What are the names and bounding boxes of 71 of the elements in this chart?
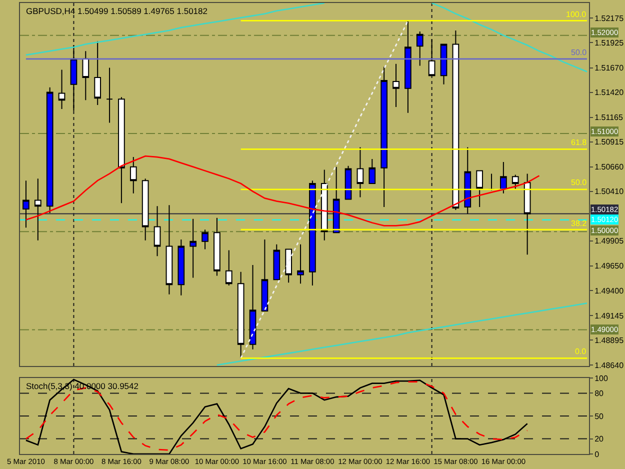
candlestick [428, 38, 436, 76]
series-label: 61.8 [571, 138, 588, 147]
chart-title: GBPUSD,H4 1.50499 1.50589 1.49765 1.50182 [26, 6, 208, 16]
y-tick-label: 1.49905 [594, 236, 624, 246]
candlestick [154, 206, 161, 257]
candlestick [285, 248, 292, 284]
y-tick-label: 100 [594, 374, 608, 383]
candlestick [237, 271, 244, 359]
candlestick [46, 86, 54, 214]
candlestick [34, 178, 42, 241]
candlestick [392, 63, 400, 108]
line-series [431, 3, 588, 72]
y-tick-label: 1.48895 [594, 336, 624, 345]
series-label: 50.0 [571, 48, 588, 57]
y-tick-label: 1.51165 [594, 113, 624, 122]
candlestick [512, 174, 519, 190]
candlestick [416, 30, 424, 66]
candlestick [225, 250, 232, 286]
y-tick-label: 1.49650 [594, 262, 624, 271]
candlestick [214, 217, 220, 276]
y-tick-label: 1.48640 [594, 360, 624, 370]
y-tick-label: 0 [594, 450, 600, 459]
y-tick-label: 50 [594, 412, 604, 421]
candlestick [380, 66, 388, 208]
candlestick [297, 244, 304, 284]
candlestick [94, 40, 102, 106]
y-tick-label: 1.49400 [594, 286, 624, 296]
candlestick [70, 44, 78, 112]
series-label: 0.0 [575, 347, 587, 356]
candlestick [106, 67, 113, 124]
y-tick-label: 20 [594, 434, 604, 444]
line-series [25, 155, 540, 226]
candlestick [524, 173, 531, 256]
series-label: 38.2 [571, 219, 588, 228]
candlestick [190, 218, 197, 278]
line-series [25, 3, 326, 56]
candlestick [273, 244, 280, 280]
series-label: 50.0 [571, 178, 588, 187]
candlestick [500, 161, 507, 194]
candlestick [440, 44, 448, 85]
candlestick [356, 146, 364, 198]
candlestick [452, 30, 460, 211]
y-tick-label: 1.50410 [594, 187, 624, 196]
y-tick-label: 1.50915 [594, 138, 624, 147]
y-tick-label: 1.52175 [594, 14, 624, 24]
candlestick [22, 180, 30, 228]
candlestick [404, 20, 412, 114]
candlestick [309, 180, 316, 286]
candlestick [202, 229, 208, 250]
y-tick-label: 1.51420 [594, 88, 624, 98]
y-tick-label: 1.49145 [594, 311, 624, 320]
candlestick [476, 170, 483, 208]
series-label: 100.0 [566, 10, 587, 19]
y-tick-label: 1.51670 [594, 64, 624, 73]
y-tick-label: 1.50660 [594, 162, 624, 172]
candlestick [178, 238, 185, 296]
candlestick [464, 146, 472, 214]
candlestick [58, 69, 66, 110]
candlestick [118, 96, 125, 204]
candlestick [142, 178, 149, 241]
candlestick [261, 238, 268, 312]
y-tick-label: 80 [594, 389, 604, 398]
candlestick [166, 204, 173, 295]
candlestick [130, 156, 137, 194]
candlestick [249, 264, 256, 350]
candlestick [332, 166, 340, 234]
line-series [240, 20, 409, 359]
line-series [216, 302, 588, 366]
candlestick [82, 50, 90, 101]
y-tick-label: 1.51925 [594, 38, 624, 48]
candlestick [368, 158, 376, 184]
